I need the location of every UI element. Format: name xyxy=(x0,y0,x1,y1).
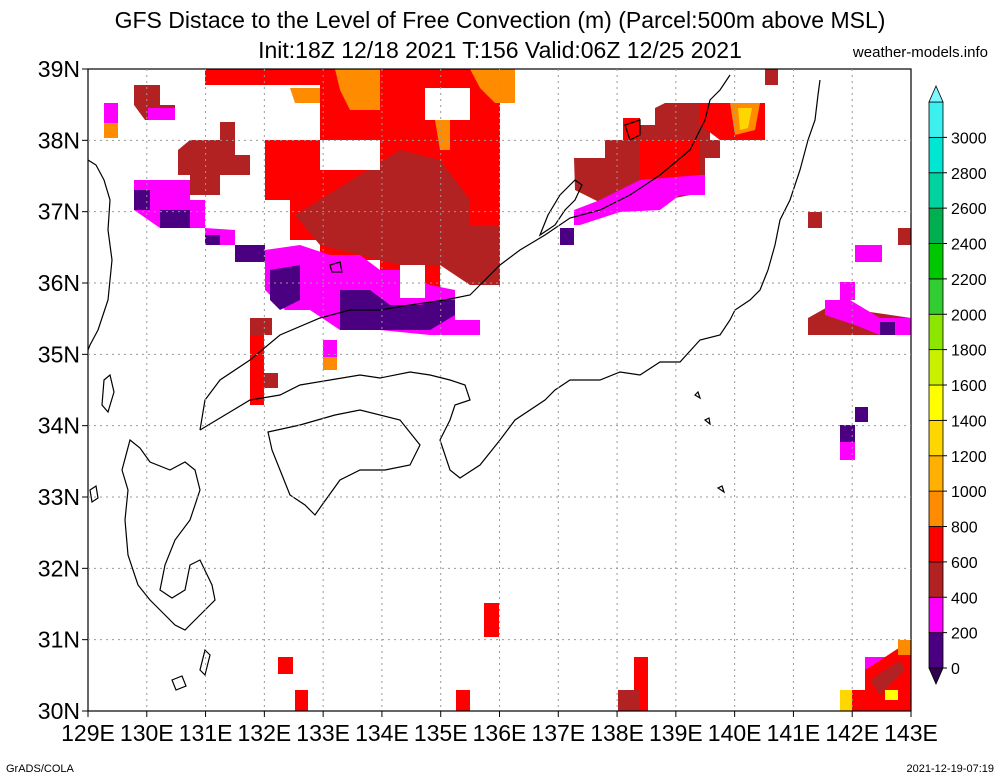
lat-label: 36N xyxy=(38,270,80,296)
lon-label: 129E xyxy=(61,720,115,746)
colorbar-label: 2000 xyxy=(951,307,987,324)
latitude-labels: 30N 31N 32N 33N 34N 35N 36N 37N 38N 39N xyxy=(38,56,80,724)
colorbar-swatch xyxy=(928,313,944,351)
colorbar-label: 3000 xyxy=(951,130,987,147)
lat-label: 35N xyxy=(38,341,80,367)
colorbar-swatch xyxy=(928,172,944,209)
colorbar: 0 200 400 600 800 1000 1200 1400 1600 1800 2000 220… xyxy=(928,85,987,685)
colorbar-label: 200 xyxy=(951,626,978,643)
lat-label: 39N xyxy=(38,56,80,82)
colorbar-swatch xyxy=(928,526,944,563)
colorbar-swatch xyxy=(928,207,944,244)
lon-label: 136E xyxy=(473,720,527,746)
colorbar-label: 1600 xyxy=(951,378,987,395)
lon-label: 134E xyxy=(355,720,409,746)
colorbar-label: 2400 xyxy=(951,237,987,254)
lon-label: 139E xyxy=(649,720,703,746)
colorbar-swatch xyxy=(928,596,944,634)
lon-label: 140E xyxy=(708,720,762,746)
colorbar-label: 1400 xyxy=(951,413,987,430)
footer-software: GrADS/COLA xyxy=(6,763,74,775)
lon-label: 133E xyxy=(296,720,350,746)
colorbar-label: 0 xyxy=(951,661,960,678)
lon-label: 131E xyxy=(179,720,233,746)
colorbar-label: 800 xyxy=(951,520,978,537)
lon-label: 143E xyxy=(884,720,938,746)
colorbar-min-arrow xyxy=(928,667,944,685)
footer-timestamp: 2021-12-19-07:19 xyxy=(906,763,994,775)
lat-label: 30N xyxy=(38,698,80,724)
gridlines xyxy=(88,69,911,711)
colorbar-swatch xyxy=(928,632,944,669)
axis-ticks xyxy=(82,68,912,717)
coastline xyxy=(88,74,821,691)
lon-label: 135E xyxy=(414,720,468,746)
colorbar-swatch xyxy=(928,419,944,457)
colorbar-swatch xyxy=(928,278,944,315)
colorbar-label: 400 xyxy=(951,590,978,607)
colorbar-swatch xyxy=(928,561,944,598)
lat-label: 32N xyxy=(38,555,80,581)
colorbar-label: 2600 xyxy=(951,201,987,218)
colorbar-swatch xyxy=(928,455,944,492)
lon-label: 137E xyxy=(531,720,585,746)
colorbar-label: 2800 xyxy=(951,166,987,183)
colorbar-label: 1000 xyxy=(951,484,987,501)
longitude-labels: 129E 130E 131E 132E 133E 134E 135E 136E 137E 138E… xyxy=(61,720,938,746)
lon-label: 141E xyxy=(767,720,821,746)
colorbar-swatch xyxy=(928,243,944,280)
colorbar-swatch xyxy=(928,136,944,174)
colorbar-max-arrow xyxy=(928,85,944,103)
lon-label: 130E xyxy=(120,720,174,746)
colorbar-label: 600 xyxy=(951,555,978,572)
lon-label: 142E xyxy=(825,720,879,746)
colorbar-label: 1200 xyxy=(951,449,987,466)
colorbar-label: 1800 xyxy=(951,343,987,360)
convection-field xyxy=(104,69,911,711)
lat-label: 38N xyxy=(38,127,80,153)
colorbar-swatch xyxy=(928,101,944,138)
colorbar-swatch xyxy=(928,349,944,386)
lat-label: 33N xyxy=(38,484,80,510)
colorbar-swatch xyxy=(928,384,944,421)
colorbar-swatch xyxy=(928,490,944,527)
colorbar-label: 2200 xyxy=(951,272,987,289)
lat-label: 34N xyxy=(38,413,80,439)
map-subtitle: Init:18Z 12/18 2021 T:156 Valid:06Z 12/2… xyxy=(258,37,742,63)
lat-label: 37N xyxy=(38,199,80,225)
lon-label: 132E xyxy=(237,720,291,746)
map-title: GFS Distace to the Level of Free Convect… xyxy=(114,7,886,33)
credit-text: weather-models.info xyxy=(852,44,988,61)
lon-label: 138E xyxy=(590,720,644,746)
lat-label: 31N xyxy=(38,627,80,653)
